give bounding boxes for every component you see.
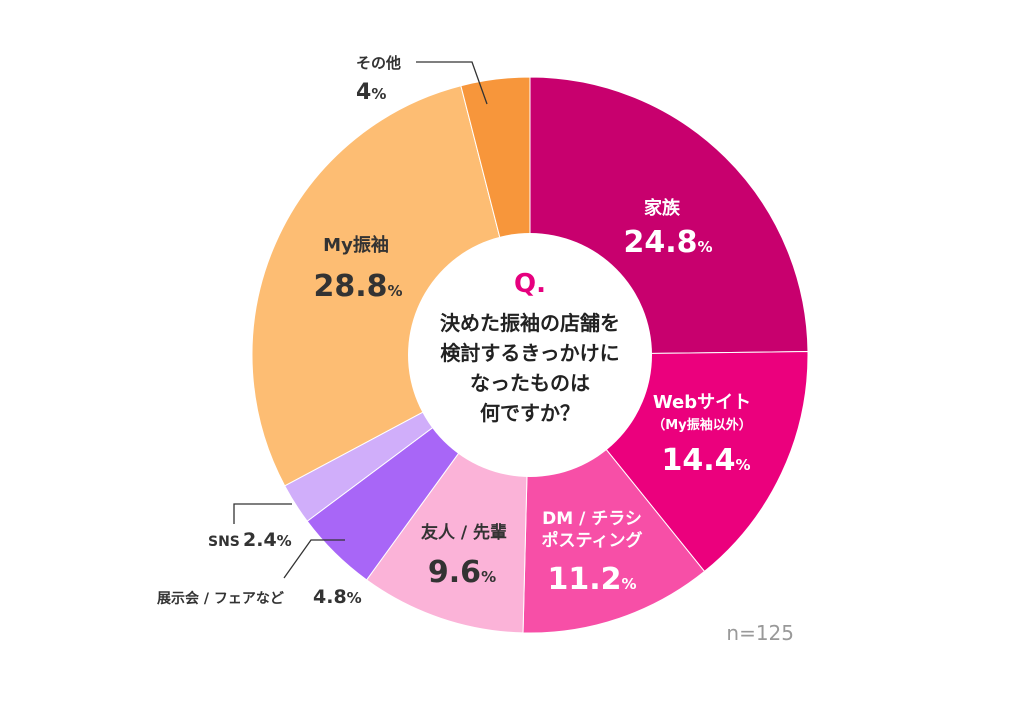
- label-family: 家族: [644, 197, 681, 219]
- question-line: 何ですか？: [480, 401, 580, 425]
- label-sns: SNS: [208, 534, 240, 550]
- leader-line-event: [283, 539, 345, 579]
- leader-line-other: [416, 61, 488, 105]
- value-sns: 2.4%: [243, 529, 292, 551]
- dm-label-line: DM / チラシ: [542, 509, 642, 529]
- value-event: 4.8%: [313, 586, 362, 608]
- slice-label-dm: DM / チラシポスティング 11.2%: [542, 509, 643, 597]
- sample-size: n=125: [726, 621, 794, 645]
- center-hole: [408, 233, 652, 477]
- label-dm: DM / チラシポスティング: [542, 509, 643, 551]
- label-other: その他: [356, 54, 401, 72]
- question-text: 決めた振袖の店舗を検討するきっかけになったものは何ですか？: [440, 311, 620, 425]
- value-dm: 11.2%: [547, 562, 636, 597]
- slice-label-friends: 友人 / 先輩 9.6%: [421, 522, 507, 590]
- sublabel-web: （My振袖以外）: [652, 417, 751, 433]
- slice-label-myfurisode: My振袖 28.8%: [313, 234, 402, 304]
- label-web: Webサイト: [653, 392, 751, 413]
- value-friends: 9.6%: [428, 555, 496, 590]
- question-mark: Q.: [514, 269, 546, 299]
- value-web: 14.4%: [661, 443, 750, 478]
- question-line: 検討するきっかけに: [440, 341, 619, 365]
- value-family: 24.8%: [623, 225, 712, 260]
- slice-label-sns: SNS 2.4%: [208, 503, 292, 551]
- value-myfurisode: 28.8%: [313, 269, 402, 304]
- label-friends: 友人 / 先輩: [421, 522, 507, 543]
- leader-line-sns: [233, 503, 292, 524]
- slice-label-event: 展示会 / フェアなど 4.8%: [157, 539, 362, 608]
- label-myfurisode: My振袖: [323, 234, 389, 256]
- question-line: 決めた振袖の店舗を: [440, 311, 620, 335]
- slice-label-family: 家族 24.8%: [623, 197, 712, 260]
- dm-label-line: ポスティング: [542, 530, 643, 551]
- slice-label-other: その他 4%: [356, 54, 488, 105]
- slice-label-web: Webサイト （My振袖以外） 14.4%: [652, 392, 751, 478]
- question-line: なったものは: [470, 371, 590, 395]
- value-other: 4%: [356, 80, 386, 105]
- label-event: 展示会 / フェアなど: [157, 590, 284, 607]
